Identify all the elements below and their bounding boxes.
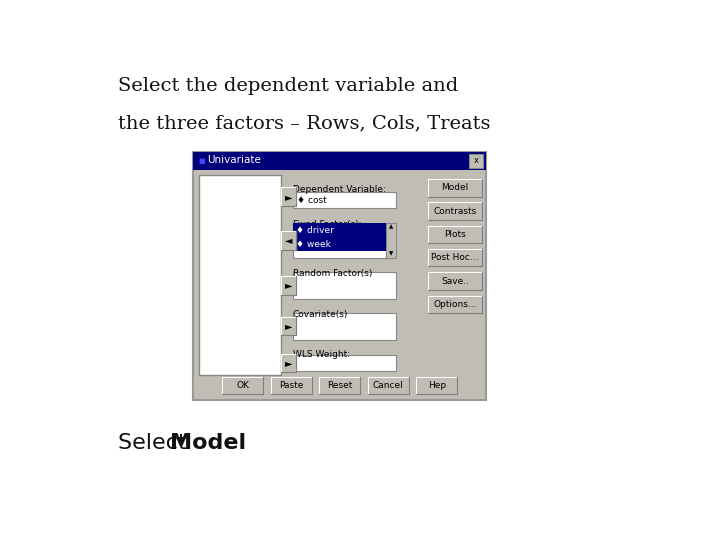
FancyBboxPatch shape — [292, 355, 396, 371]
FancyBboxPatch shape — [368, 377, 409, 394]
FancyBboxPatch shape — [292, 223, 386, 258]
Text: ►: ► — [285, 321, 292, 331]
Text: Univariate: Univariate — [207, 156, 261, 165]
Text: ♦ driver: ♦ driver — [297, 226, 334, 234]
FancyBboxPatch shape — [293, 223, 386, 237]
Text: WLS Weight:: WLS Weight: — [292, 350, 350, 360]
FancyBboxPatch shape — [292, 313, 396, 340]
Text: ♦ cost: ♦ cost — [297, 196, 327, 205]
Text: ►: ► — [285, 358, 292, 368]
FancyBboxPatch shape — [428, 179, 482, 197]
FancyBboxPatch shape — [193, 152, 486, 400]
FancyBboxPatch shape — [428, 202, 482, 220]
Text: Options...: Options... — [433, 300, 477, 309]
FancyBboxPatch shape — [416, 377, 457, 394]
FancyBboxPatch shape — [292, 192, 396, 208]
Text: ▼: ▼ — [389, 252, 393, 256]
FancyBboxPatch shape — [428, 226, 482, 243]
FancyBboxPatch shape — [293, 238, 386, 251]
Text: Model: Model — [441, 184, 469, 192]
Text: Post Hoc...: Post Hoc... — [431, 253, 479, 262]
Text: Contrasts: Contrasts — [433, 207, 477, 215]
FancyBboxPatch shape — [282, 317, 296, 335]
FancyBboxPatch shape — [271, 377, 312, 394]
Text: Select: Select — [118, 433, 194, 453]
Text: ◄: ◄ — [285, 235, 292, 246]
Text: Dependent Variable:: Dependent Variable: — [292, 185, 385, 194]
FancyBboxPatch shape — [199, 176, 281, 375]
Text: ▲: ▲ — [389, 225, 393, 230]
FancyBboxPatch shape — [282, 276, 296, 295]
Text: x: x — [474, 157, 479, 165]
Text: Hep: Hep — [428, 381, 446, 390]
Text: OK: OK — [236, 381, 249, 390]
Text: ►: ► — [285, 280, 292, 291]
FancyBboxPatch shape — [222, 377, 263, 394]
FancyBboxPatch shape — [386, 223, 396, 258]
Text: Model: Model — [170, 433, 246, 453]
FancyBboxPatch shape — [428, 295, 482, 313]
FancyBboxPatch shape — [282, 187, 296, 206]
FancyBboxPatch shape — [282, 354, 296, 372]
Text: Covariate(s): Covariate(s) — [292, 310, 348, 319]
Text: ♦ week: ♦ week — [297, 240, 331, 249]
Text: Random Factor(s): Random Factor(s) — [292, 269, 372, 278]
FancyBboxPatch shape — [469, 154, 483, 168]
Text: Cancel: Cancel — [373, 381, 404, 390]
Text: Plots: Plots — [444, 230, 466, 239]
Text: Fixed Factor(s):: Fixed Factor(s): — [292, 220, 361, 229]
FancyBboxPatch shape — [428, 249, 482, 266]
Text: the three factors – Rows, Cols, Treats: the three factors – Rows, Cols, Treats — [118, 114, 490, 133]
FancyBboxPatch shape — [320, 377, 360, 394]
Text: ■: ■ — [199, 158, 205, 164]
Text: Paste: Paste — [279, 381, 303, 390]
FancyBboxPatch shape — [428, 272, 482, 290]
FancyBboxPatch shape — [193, 152, 486, 170]
Text: Select the dependent variable and: Select the dependent variable and — [118, 77, 458, 95]
Text: Reset: Reset — [327, 381, 352, 390]
Text: Save..: Save.. — [441, 276, 469, 286]
FancyBboxPatch shape — [292, 272, 396, 299]
FancyBboxPatch shape — [282, 231, 296, 250]
Text: ►: ► — [285, 192, 292, 202]
